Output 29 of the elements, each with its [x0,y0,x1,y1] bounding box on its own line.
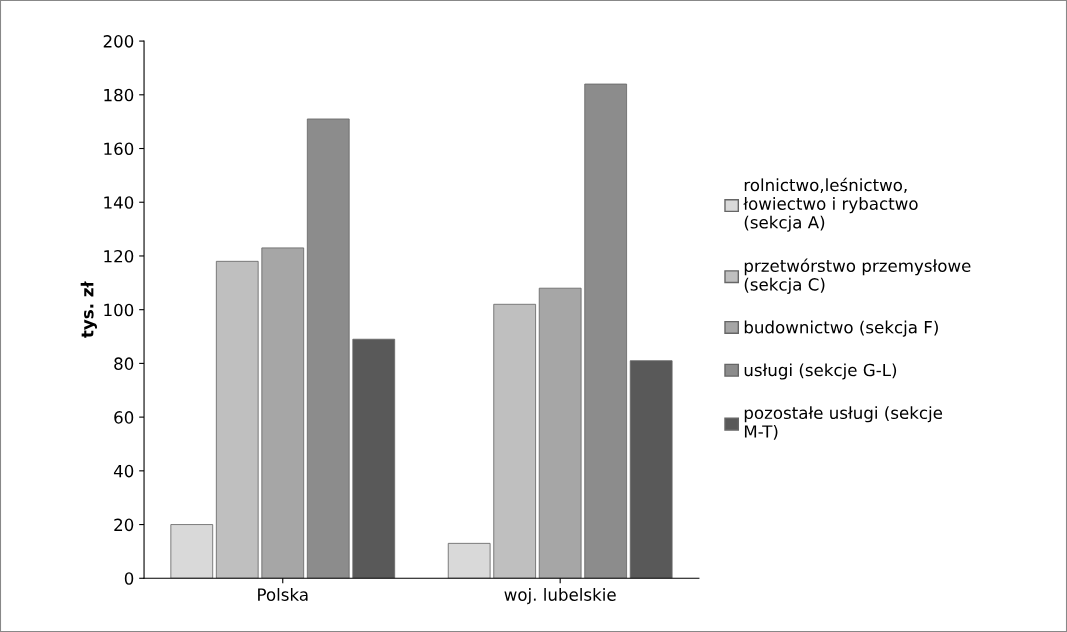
bar [261,247,305,579]
bar [215,260,259,579]
y-tick-label: 160 [104,142,134,156]
bar [306,118,350,579]
bar [352,338,396,579]
bar [493,303,537,579]
bar [447,542,491,579]
legend-label: rolnictwo,leśnictwo, łowiectwo i rybactwo (sekcja A) [743,177,918,232]
bar [538,287,582,579]
y-tick-label: 0 [124,572,134,585]
bar [170,524,214,579]
legend-label: budownictwo (sekcja F) [744,320,938,337]
x-tick-label: Polska [258,588,308,601]
y-tick-label: 100 [104,303,134,317]
y-tick-label: 200 [103,35,134,48]
legend-label: pozostałe usługi (sekcje M-T) [744,406,943,440]
y-tick-label: 180 [104,88,134,102]
y-tick-label: 80 [114,357,134,370]
y-tick-label: 140 [104,196,134,209]
y-tick-label: 60 [114,411,134,424]
bar [629,360,673,579]
legend-label: przetwórstwo przemysłowe (sekcja C) [744,258,971,294]
y-tick-label: 20 [114,518,134,532]
x-tick-label: woj. lubelskie [504,588,616,605]
y-axis-title: tys. zł [80,280,97,338]
y-tick-label: 120 [104,249,134,263]
legend-label: usługi (sekcje G-L) [744,363,897,380]
bar [584,83,628,579]
y-tick-label: 40 [113,464,134,478]
